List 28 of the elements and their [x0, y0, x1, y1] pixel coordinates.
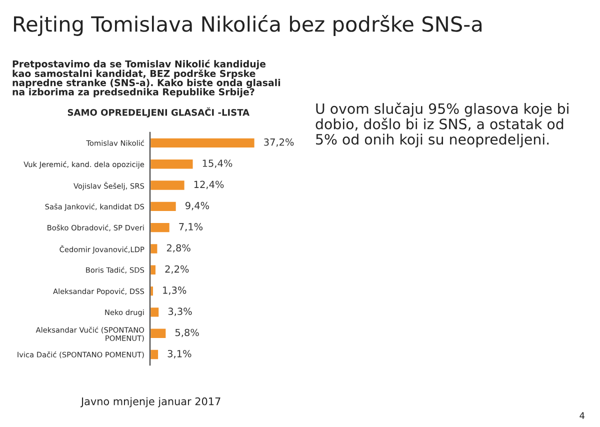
data-label: 3,1%	[168, 350, 192, 358]
bar	[150, 306, 160, 318]
data-label: 2,8%	[166, 244, 190, 253]
bar	[150, 136, 256, 149]
data-label: 5,8%	[175, 328, 199, 338]
bar	[150, 348, 160, 360]
bar	[150, 200, 178, 212]
data-label: 15,4%	[202, 160, 232, 168]
data-label: 12,4%	[194, 180, 224, 190]
bar	[150, 327, 168, 340]
data-label: 37,2%	[264, 138, 294, 147]
bar	[150, 242, 159, 255]
text: 4	[580, 412, 584, 419]
text: Rejting Tomislava Nikolića bez podrške SNS-a	[14, 14, 482, 36]
data-label: 9,4%	[185, 202, 210, 210]
data-label: 7,1%	[179, 223, 203, 232]
bar	[150, 285, 154, 298]
bar	[150, 264, 157, 276]
bar	[150, 222, 171, 234]
data-label: 2,2%	[165, 265, 189, 274]
text: U ovom slučaju 95% glasova koje bi dobio, došlo bi iz SNS, a ostatak od 5% od onih koji su neopredeljeni.	[316, 102, 568, 148]
chart-title: SAMO OPREDELJENI GLASAČI -LISTA	[68, 107, 250, 118]
text: Javno mnjenje januar 2017	[80, 397, 220, 408]
text: Pretpostavimo da se Tomislav Nikolić kandiduje kao samostalni kandidat, BEZ podrške Srpske napredne stranke (SNS-a). Kako biste onda glasali na izborima za predsednika Republike Srbije?	[12, 60, 280, 98]
data-label: 1,3%	[163, 286, 186, 295]
data-label: 3,3%	[168, 308, 192, 316]
bar	[150, 158, 194, 170]
bar	[150, 179, 186, 192]
